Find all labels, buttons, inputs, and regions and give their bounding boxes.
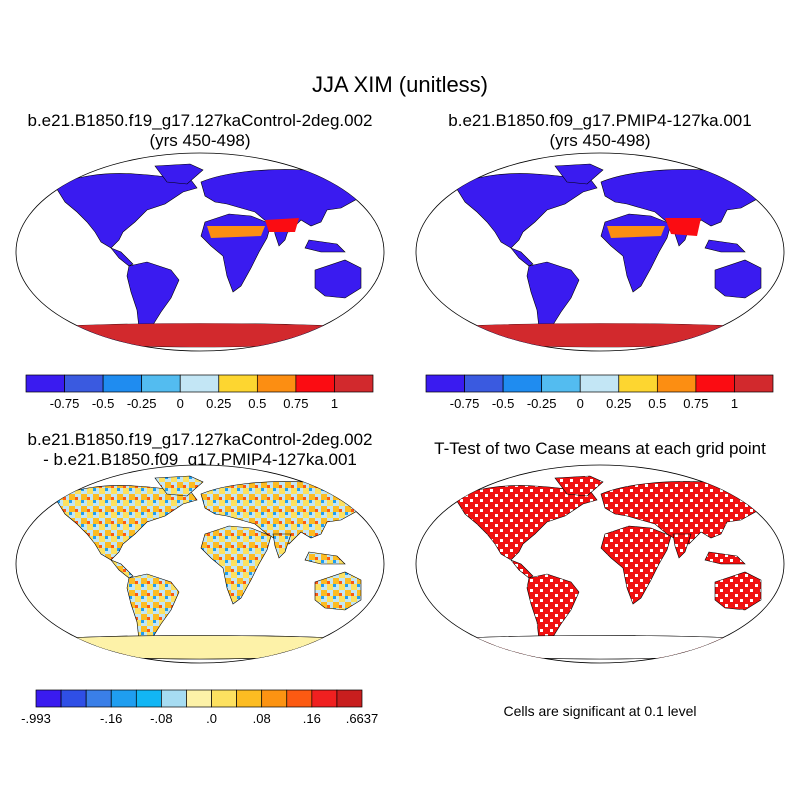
colorbar-box [110,689,137,708]
colorbar-box [541,374,581,393]
colorbar-label: 0.25 [606,396,631,411]
panel-title-pmip-line1: b.e21.B1850.f09_g17.PMIP4-127ka.001 [448,111,752,130]
panel-title-difference: b.e21.B1850.f19_g17.127kaControl-2deg.00… [0,430,400,470]
colorbar-box [734,374,774,393]
arabia-band [265,218,299,232]
colorbar-label: 0.75 [283,396,308,411]
panel-title-pmip: b.e21.B1850.f09_g17.PMIP4-127ka.001 (yrs… [400,111,800,151]
colorbar-box [311,689,338,708]
sahara-band [207,226,265,238]
colorbar-box [35,689,62,708]
colorbar-label: .0 [206,711,217,726]
colorbar-box [295,374,335,393]
map-difference [15,464,385,664]
colorbar-pmip: -0.75 -0.5 -0.25 0 0.25 0.5 0.75 1 [425,374,774,411]
colorbar-label: 0 [577,396,584,411]
colorbar-label: 1 [731,396,738,411]
colorbar-label: 0.75 [683,396,708,411]
panel-title-control-line1: b.e21.B1850.f19_g17.127kaControl-2deg.00… [27,111,373,130]
colorbar-label: -.16 [100,711,122,726]
antarctica-field [437,323,763,347]
colorbar-box [186,689,212,708]
panel-title-difference-line2: - b.e21.B1850.f09_g17.PMIP4-127ka.001 [43,450,357,469]
colorbar-box [60,689,87,708]
colorbar-box [64,374,104,393]
antarctica-field [37,323,363,347]
colorbar-box [211,689,237,708]
colorbar-label: 0.5 [248,396,266,411]
colorbar-box [618,374,658,393]
colorbar-label: 0.5 [648,396,666,411]
colorbar-label: -0.75 [450,396,480,411]
panel-title-ttest-line1: T-Test of two Case means at each grid po… [434,439,766,458]
colorbar-label: -0.25 [527,396,557,411]
colorbar-box [464,374,504,393]
map-control [15,152,385,352]
colorbar-label: 0.25 [206,396,231,411]
panel-title-control: b.e21.B1850.f19_g17.127kaControl-2deg.00… [0,111,400,151]
antarctica-field [36,635,364,660]
significance-note: Cells are significant at 0.1 level [503,703,697,719]
colorbar-box [579,374,620,393]
colorbar-label: .16 [303,711,321,726]
map-pmip [415,152,785,352]
antarctica-field [436,635,764,660]
colorbar-difference: -.993 -.16 -.08 .0 .08 .16 .6637 [21,689,379,726]
colorbar-box [334,374,374,393]
colorbar-label: .08 [253,711,271,726]
colorbar-box [135,689,162,708]
colorbar-box [261,689,288,708]
panel-title-difference-line1: b.e21.B1850.f19_g17.127kaControl-2deg.00… [27,430,373,449]
colorbar-label: -0.5 [492,396,514,411]
colorbar-box [25,374,65,393]
panel-title-control-line2: (yrs 450-498) [149,131,251,150]
colorbar-box [85,689,112,708]
colorbar-label: .6637 [346,711,379,726]
colorbar-box [256,374,297,393]
colorbar-box [161,689,187,708]
colorbar-box [218,374,258,393]
colorbar-box [336,689,363,708]
colorbar-label: 1 [331,396,338,411]
colorbar-control: -0.75 -0.5 -0.25 0 0.25 0.5 0.75 1 [25,374,374,411]
colorbar-box [425,374,465,393]
colorbar-box [236,689,263,708]
colorbars: -0.75 -0.5 -0.25 0 0.25 0.5 0.75 1 -0.75 -0.5 -0.2… [21,374,774,726]
arabia-band [665,218,701,236]
colorbar-box [286,689,313,708]
colorbar-label: -0.25 [127,396,157,411]
colorbar-box [502,374,543,393]
panel-title-ttest: T-Test of two Case means at each grid po… [400,439,800,459]
main-title: JJA XIM (unitless) [311,72,489,97]
colorbar-box [102,374,143,393]
colorbar-box [656,374,697,393]
colorbar-box [141,374,181,393]
map-ttest [415,464,785,664]
colorbar-box [179,374,220,393]
colorbar-label: -0.5 [92,396,114,411]
colorbar-label: -.08 [150,711,172,726]
colorbar-label: -.993 [21,711,51,726]
sahara-band [607,226,665,238]
colorbar-label: -0.75 [50,396,80,411]
colorbar-box [695,374,735,393]
panel-title-pmip-line2: (yrs 450-498) [549,131,651,150]
colorbar-label: 0 [177,396,184,411]
